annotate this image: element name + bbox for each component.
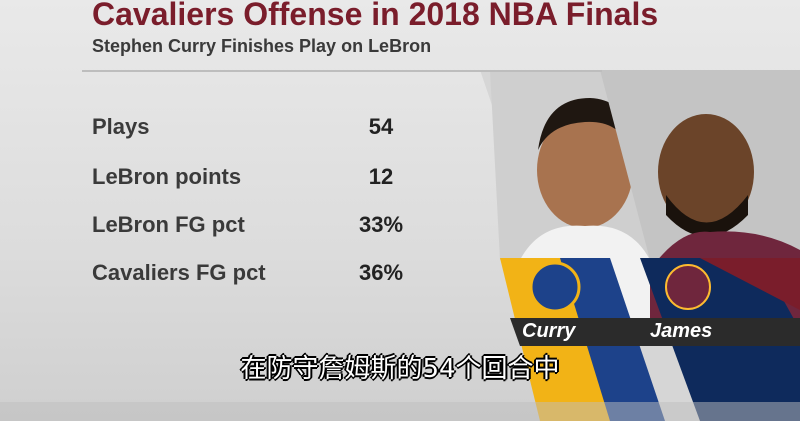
row-value: 12 [368, 164, 394, 189]
subtitle: Stephen Curry Finishes Play on LeBron [92, 36, 432, 56]
name-bar [510, 318, 800, 346]
row-value: 54 [368, 114, 394, 139]
james-beard [666, 195, 748, 237]
player-name: Curry [522, 320, 576, 342]
title: Cavaliers Offense in 2018 NBA Finals [92, 0, 659, 32]
row-value: 33% [358, 212, 404, 237]
curry-face [537, 112, 633, 228]
row-label: LeBron FG pct [92, 212, 245, 237]
james-wine [700, 258, 800, 310]
row-value: 36% [358, 260, 404, 285]
warriors-logo [529, 261, 581, 313]
row-label: Plays [92, 114, 150, 139]
james-face [658, 114, 754, 230]
player-name: James [650, 320, 713, 342]
curry-hair [538, 98, 631, 150]
row-label: Cavaliers FG pct [92, 260, 266, 285]
subtitle-caption: 在防守詹姆斯的54个回合中 [240, 354, 560, 384]
row-label: LeBron points [92, 164, 242, 189]
cavaliers-logo [665, 264, 711, 310]
bottom-band [0, 402, 800, 421]
divider [82, 70, 602, 72]
